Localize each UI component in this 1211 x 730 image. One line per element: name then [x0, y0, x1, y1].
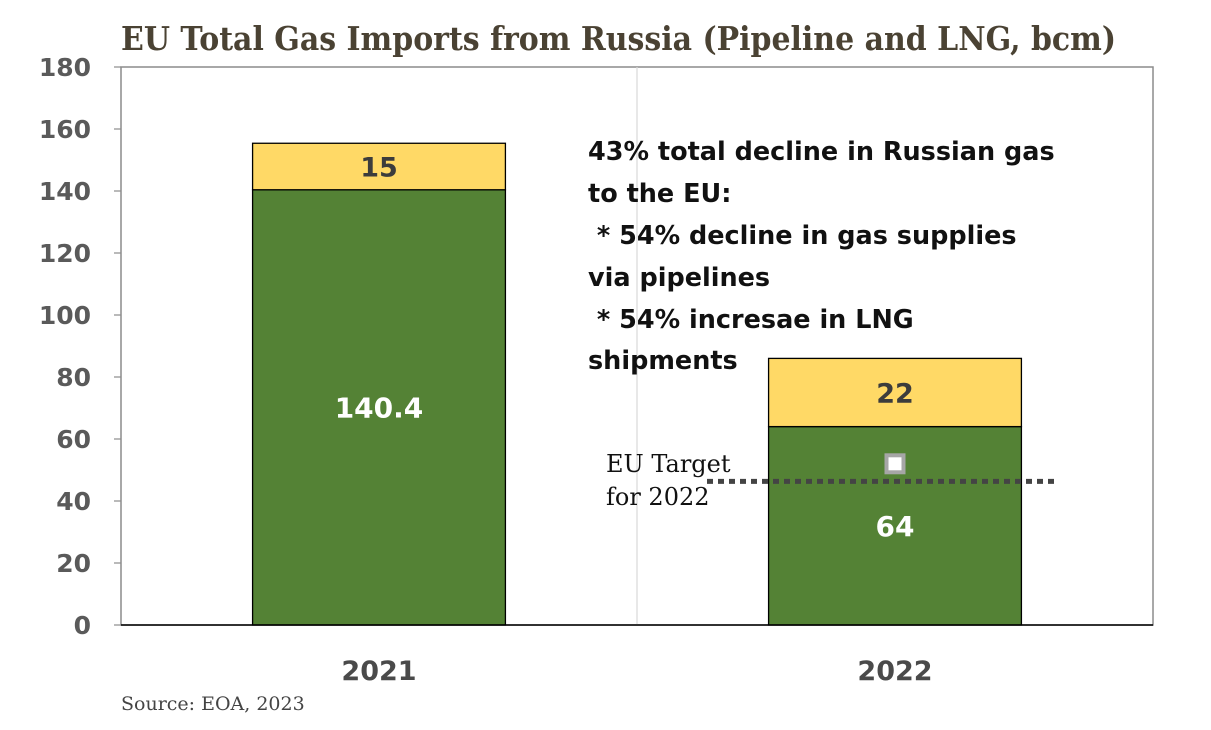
annotation-text: 43% total decline in Russian gas to the … — [588, 137, 1055, 376]
bar-segment — [767, 357, 1023, 428]
bar-data-label: 64 — [876, 510, 915, 543]
x-axis-ticks: 2021 2022 — [341, 656, 932, 687]
bar-data-labels: 140.4 15 64 22 — [335, 153, 915, 543]
annotation-line-2: to the EU: — [588, 179, 731, 209]
y-tick-label: 60 — [56, 425, 91, 454]
y-tick-label: 140 — [39, 177, 91, 206]
chart-title: EU Total Gas Imports from Russia (Pipeli… — [121, 19, 1116, 58]
eu-target-label-line-1: EU Target — [606, 450, 731, 478]
eu-target-label-line-2: for 2022 — [606, 483, 710, 511]
x-tick-label: 2021 — [341, 656, 416, 687]
bar-segment — [251, 142, 507, 191]
y-tick-label: 100 — [39, 301, 91, 330]
y-tick-label: 80 — [56, 363, 91, 392]
y-tick-label: 0 — [74, 611, 91, 640]
y-axis-ticks: 0 20 40 60 80 100 120 140 160 180 — [39, 53, 121, 640]
bar-data-label: 22 — [876, 379, 914, 410]
annotation-line-4: via pipelines — [588, 263, 770, 293]
y-tick-label: 180 — [39, 53, 91, 82]
bar-data-label: 140.4 — [335, 391, 424, 424]
x-tick-label: 2022 — [857, 656, 932, 687]
bars — [251, 142, 1023, 626]
bar-data-label: 15 — [360, 153, 398, 184]
source-note: Source: EOA, 2023 — [121, 693, 305, 715]
annotation-line-5: * 54% incresae in LNG — [588, 305, 914, 335]
annotation-line-6: shipments — [588, 346, 738, 376]
annotation-line-1: 43% total decline in Russian gas — [588, 137, 1055, 167]
eu-target-marker — [884, 453, 906, 475]
y-tick-label: 120 — [39, 239, 91, 268]
y-tick-label: 40 — [56, 487, 91, 516]
y-tick-label: 160 — [39, 115, 91, 144]
y-tick-label: 20 — [56, 549, 91, 578]
annotation-line-3: * 54% decline in gas supplies — [588, 221, 1017, 251]
bar-segment — [251, 189, 507, 626]
